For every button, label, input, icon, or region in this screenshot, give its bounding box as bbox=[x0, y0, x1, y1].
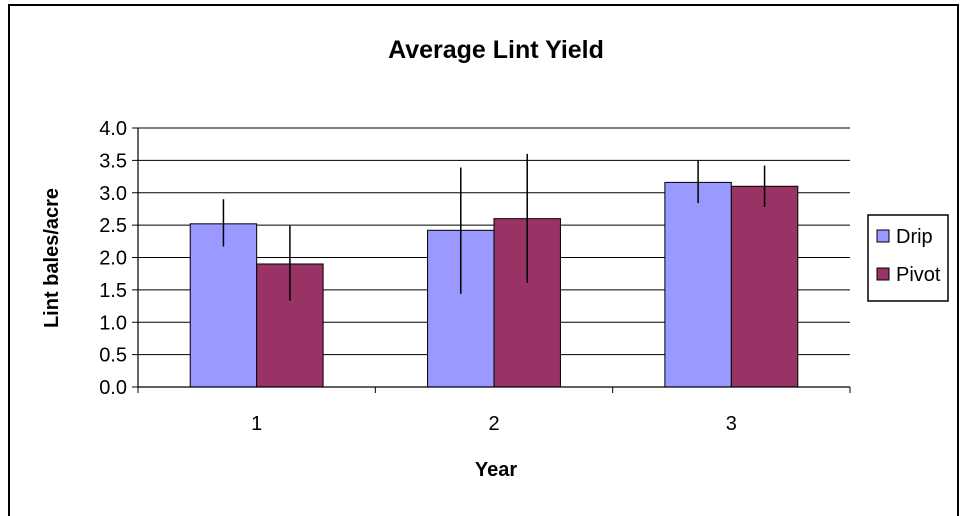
chart-title: Average Lint Yield bbox=[388, 36, 604, 64]
y-tick-label: 3.5 bbox=[99, 150, 127, 172]
error-bars bbox=[222, 153, 766, 301]
bar-pivot-3 bbox=[730, 185, 799, 388]
legend-swatch-pivot bbox=[876, 267, 890, 281]
bar-drip-1 bbox=[189, 223, 258, 388]
y-tick-label: 4.0 bbox=[99, 118, 127, 140]
bar-drip-3 bbox=[664, 181, 732, 388]
x-axis-title: Year bbox=[475, 459, 517, 481]
legend-box bbox=[867, 214, 949, 302]
x-tick-label: 1 bbox=[251, 413, 262, 435]
axes bbox=[132, 127, 851, 393]
y-tick-label: 3.0 bbox=[99, 183, 127, 205]
y-tick-label: 2.0 bbox=[99, 248, 127, 270]
y-tick-label: 1.5 bbox=[99, 280, 127, 302]
y-axis-title: Lint bales/acre bbox=[41, 188, 63, 328]
x-tick-label: 3 bbox=[726, 413, 737, 435]
legend: Drip Pivot bbox=[867, 214, 949, 302]
y-tick-label: 0.0 bbox=[99, 377, 127, 399]
y-tick-label: 1.0 bbox=[99, 312, 127, 334]
legend-label-drip: Drip bbox=[896, 226, 933, 248]
y-tick-label: 0.5 bbox=[99, 345, 127, 367]
y-tick-label: 2.5 bbox=[99, 215, 127, 237]
y-tick-labels: 0.0 0.5 1.0 1.5 2.0 2.5 3.0 3.5 4.0 bbox=[99, 118, 127, 399]
legend-swatch-drip bbox=[876, 229, 890, 243]
bars bbox=[189, 181, 799, 388]
x-tick-labels: 1 2 3 bbox=[251, 413, 737, 435]
legend-label-pivot: Pivot bbox=[896, 264, 941, 286]
x-tick-label: 2 bbox=[488, 413, 499, 435]
